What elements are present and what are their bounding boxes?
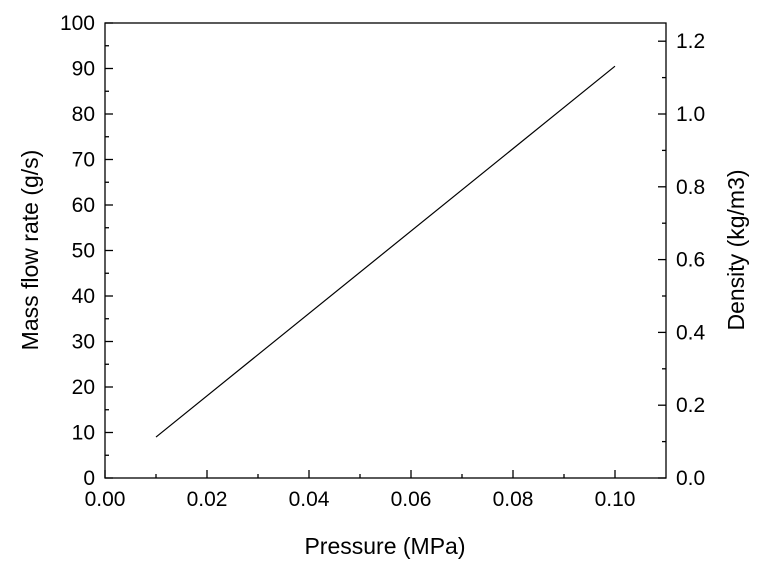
x-axis-ticks: 0.00 0.02 0.04 0.06 0.08 0.10 — [85, 470, 636, 511]
y-tick-label: 50 — [72, 240, 95, 263]
y-tick-label: 60 — [72, 194, 95, 217]
y2-tick-label: 0.2 — [676, 394, 705, 417]
y2-tick-label: 0.8 — [676, 176, 705, 199]
series-line — [155, 65, 616, 438]
x-tick-label: 0.10 — [595, 488, 636, 511]
y2-axis-ticks: 0.0 0.2 0.4 0.6 0.8 1.0 1.2 — [658, 30, 706, 490]
x-tick-label: 0.02 — [187, 488, 228, 511]
y-tick-label: 20 — [72, 376, 95, 399]
y-tick-label: 0 — [83, 467, 95, 490]
x-tick-label: 0.06 — [391, 488, 432, 511]
y-tick-label: 70 — [72, 149, 95, 172]
x-axis-title: Pressure (MPa) — [304, 533, 465, 559]
y2-tick-label: 0.0 — [676, 467, 705, 490]
x-tick-label: 0.04 — [289, 488, 330, 511]
y2-tick-label: 0.6 — [676, 249, 705, 272]
x-tick-label: 0.08 — [493, 488, 534, 511]
y-tick-label: 10 — [72, 422, 95, 445]
y2-tick-label: 1.0 — [676, 103, 705, 126]
x-tick-label: 0.00 — [85, 488, 126, 511]
y-axis-title: Mass flow rate (g/s) — [17, 150, 43, 351]
y-tick-label: 90 — [72, 58, 95, 81]
y-tick-label: 80 — [72, 103, 95, 126]
y2-tick-label: 0.4 — [676, 321, 706, 344]
y2-axis-title: Density (kg/m3) — [723, 169, 749, 330]
series-group — [155, 65, 616, 438]
y-tick-label: 40 — [72, 285, 95, 308]
y-tick-label: 100 — [60, 12, 95, 35]
y2-tick-label: 1.2 — [676, 30, 705, 53]
y-tick-label: 30 — [72, 331, 95, 354]
y-axis-ticks: 0 10 20 30 40 50 60 70 80 90 100 — [60, 12, 113, 490]
